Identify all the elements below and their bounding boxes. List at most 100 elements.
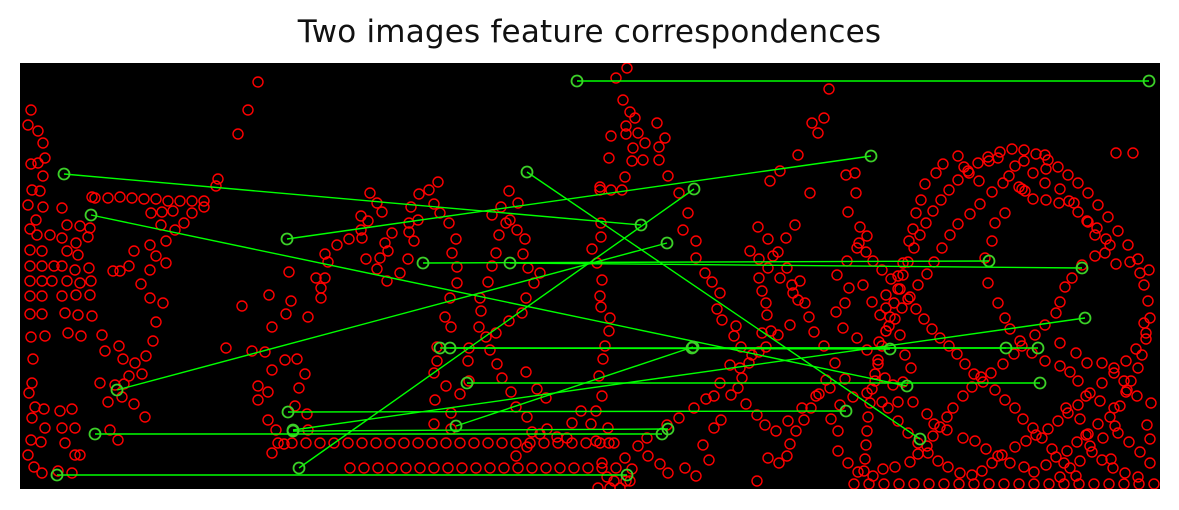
keypoint-marker: [596, 390, 608, 402]
keypoint-marker: [114, 265, 126, 277]
keypoint-marker: [596, 462, 608, 474]
keypoint-marker: [1070, 470, 1082, 482]
keypoint-marker: [679, 462, 691, 474]
keypoint-marker: [1112, 427, 1124, 439]
keypoint-marker: [620, 120, 632, 132]
keypoint-marker: [83, 262, 95, 274]
keypoint-marker: [1054, 183, 1066, 195]
keypoint-marker: [371, 197, 383, 209]
keypoint-marker: [595, 301, 607, 313]
keypoint-marker: [522, 262, 534, 274]
keypoint-marker: [1058, 457, 1070, 469]
keypoint-marker: [803, 311, 815, 323]
keypoint-marker: [934, 421, 946, 433]
keypoint-marker: [604, 482, 616, 489]
keypoint-marker: [752, 221, 764, 233]
keypoint-marker: [451, 261, 463, 273]
keypoint-marker: [943, 184, 955, 196]
keypoint-marker: [1018, 155, 1030, 167]
keypoint-marker: [123, 370, 135, 382]
keypoint-marker: [85, 275, 97, 287]
keypoint-marker: [434, 207, 446, 219]
keypoint-marker: [887, 379, 899, 391]
keypoint-marker: [954, 467, 966, 479]
keypoint-marker: [677, 224, 689, 236]
keypoint-marker: [446, 247, 458, 259]
keypoint-marker: [862, 411, 874, 423]
keypoint-marker: [829, 357, 841, 369]
keypoint-marker: [892, 270, 904, 282]
keypoint-marker: [210, 180, 222, 192]
keypoint-marker: [1040, 163, 1052, 175]
keypoint-marker: [315, 292, 327, 304]
keypoint-marker: [139, 411, 151, 423]
keypoint-marker: [1072, 177, 1084, 189]
keypoint-marker: [962, 165, 974, 177]
keypoint-marker: [37, 137, 49, 149]
match-endpoint-marker: [503, 256, 517, 270]
keypoint-marker: [451, 277, 463, 289]
keypoint-marker: [896, 302, 908, 314]
keypoint-marker: [531, 383, 543, 395]
keypoint-marker: [355, 210, 367, 222]
keypoint-marker: [1145, 397, 1157, 409]
keypoint-marker: [510, 450, 522, 462]
keypoint-marker: [1040, 194, 1052, 206]
keypoint-marker: [70, 289, 82, 301]
keypoint-marker: [482, 276, 494, 288]
keypoint-marker: [759, 419, 771, 431]
keypoint-marker: [908, 242, 920, 254]
keypoint-marker: [992, 297, 1004, 309]
keypoint-marker: [302, 311, 314, 323]
keypoint-marker: [1084, 387, 1096, 399]
keypoint-marker: [1140, 333, 1152, 345]
keypoint-marker: [700, 393, 712, 405]
keypoint-marker: [599, 340, 611, 352]
keypoint-marker: [443, 217, 455, 229]
keypoint-marker: [975, 371, 987, 383]
keypoint-marker: [512, 197, 524, 209]
keypoint-marker: [892, 396, 904, 408]
keypoint-marker: [36, 245, 48, 257]
keypoint-marker: [22, 449, 34, 461]
keypoint-marker: [495, 201, 507, 213]
keypoint-marker: [699, 267, 711, 279]
keypoint-marker: [59, 437, 71, 449]
match-line: [90, 214, 908, 387]
keypoint-marker: [912, 448, 924, 460]
keypoint-marker: [736, 372, 748, 384]
keypoint-marker: [818, 340, 830, 352]
keypoint-marker: [445, 407, 457, 419]
keypoint-marker: [1058, 478, 1070, 489]
keypoint-marker: [629, 112, 641, 124]
keypoint-marker: [252, 380, 264, 392]
match-endpoint-marker: [883, 342, 897, 356]
keypoint-marker: [178, 217, 190, 229]
keypoint-marker: [428, 367, 440, 379]
keypoint-marker: [26, 412, 38, 424]
keypoint-marker: [568, 462, 580, 474]
keypoint-marker: [1068, 197, 1080, 209]
keypoint-marker: [603, 325, 615, 337]
keypoint-marker: [300, 437, 312, 449]
keypoint-marker: [982, 277, 994, 289]
keypoint-marker: [1018, 144, 1030, 156]
keypoint-marker: [431, 355, 443, 367]
keypoint-marker: [1054, 337, 1066, 349]
keypoint-marker: [1107, 462, 1119, 474]
keypoint-marker: [1123, 436, 1135, 448]
keypoint-marker: [484, 344, 496, 356]
keypoint-marker: [428, 418, 440, 430]
keypoint-marker: [1112, 225, 1124, 237]
keypoint-marker: [278, 438, 290, 450]
keypoint-marker: [37, 201, 49, 213]
keypoint-marker: [808, 326, 820, 338]
keypoint-marker: [22, 119, 34, 131]
keypoint-marker: [1092, 418, 1104, 430]
keypoint-marker: [252, 394, 264, 406]
keypoint-marker: [128, 245, 140, 257]
keypoint-marker: [520, 366, 532, 378]
keypoint-marker: [382, 245, 394, 257]
keypoint-marker: [440, 437, 452, 449]
keypoint-marker: [128, 398, 140, 410]
